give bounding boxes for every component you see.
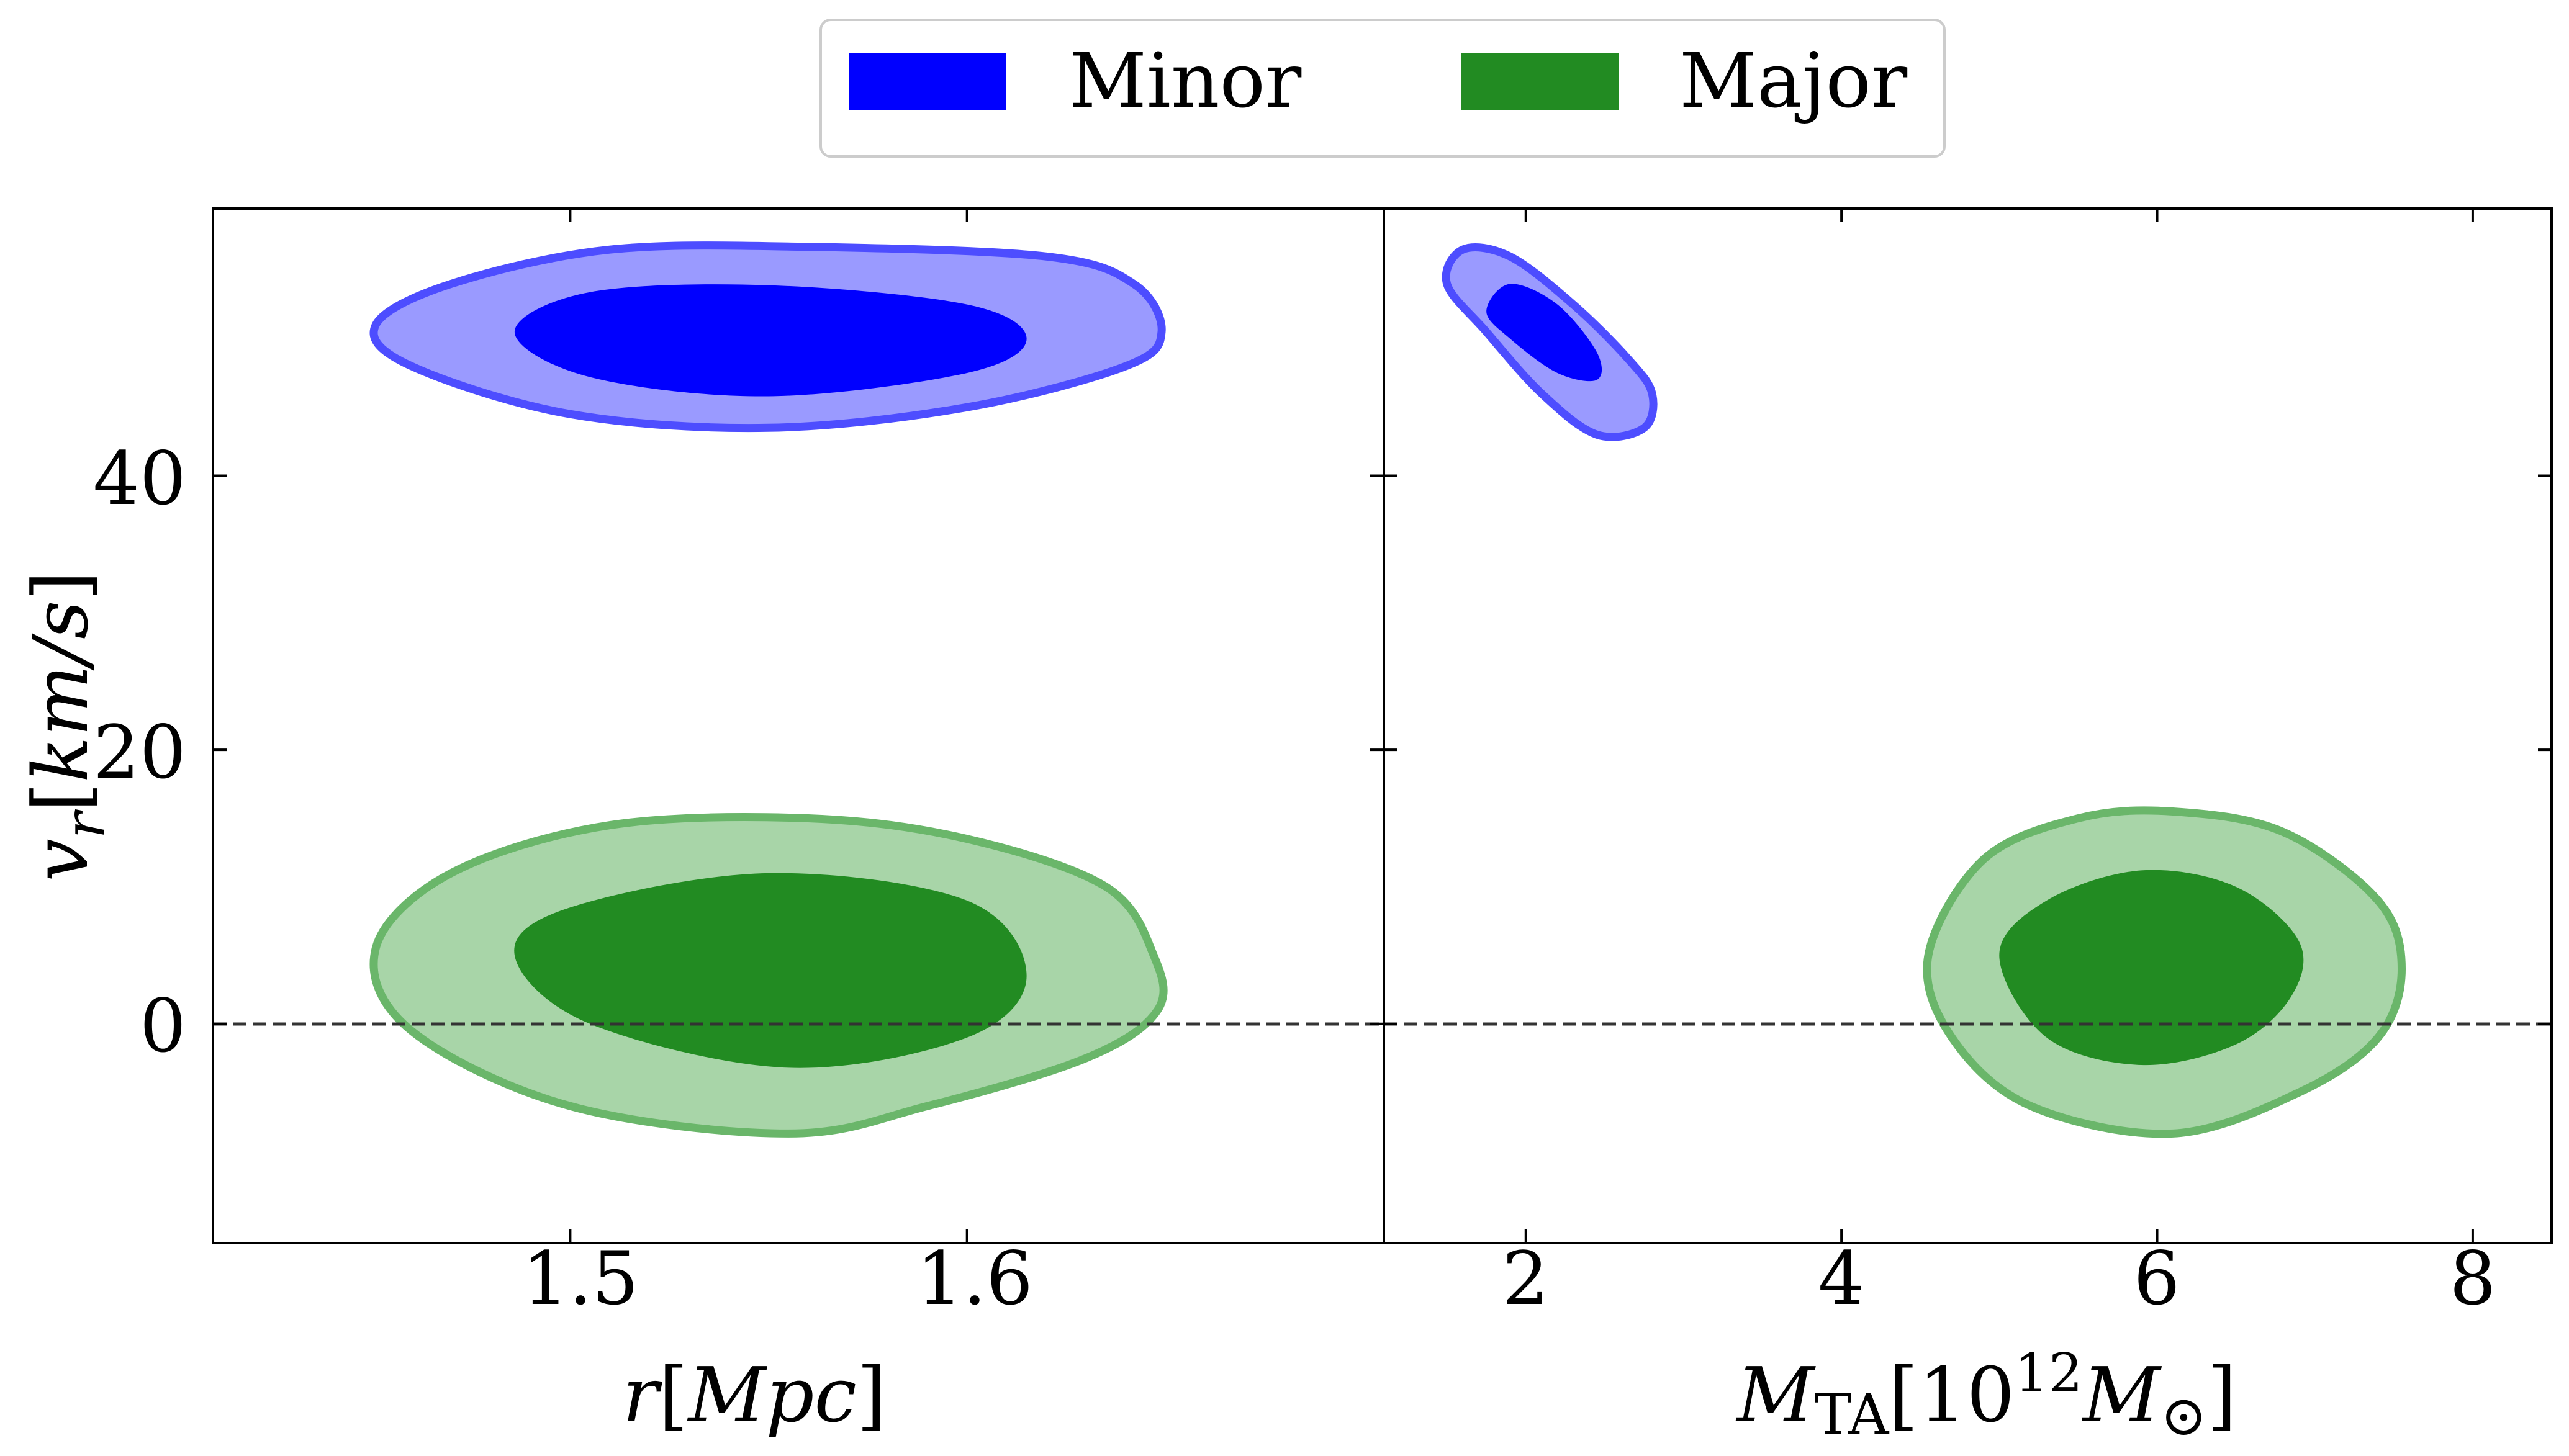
right-xtick-label-6: 6 [2133,1236,2180,1321]
right-plot-area [1442,243,2406,1138]
right-major-inner-contour [1999,870,2304,1066]
left-xtick-label-1.5: 1.5 [522,1236,639,1321]
right-axes-frame [1383,207,2553,1244]
right-minor-inner-contour [1486,284,1602,382]
left-plot-area [369,241,1168,1138]
legend-swatch-major [1461,53,1619,110]
right-xtick-label-4: 4 [1818,1236,1864,1321]
legend-label-major: Major [1679,37,1908,125]
left-major-inner-contour [514,873,1027,1068]
left-panel: 1.5 1.6 0 20 40 r[Mpc] vr[km/s] [17,207,1385,1439]
legend-swatch-minor [849,53,1006,110]
left-xtick-label-1.6: 1.6 [916,1236,1033,1321]
y-tick-label-40: 40 [93,436,186,521]
right-ticks [1384,209,2552,1243]
left-minor-inner-contour [514,284,1027,397]
legend-label-minor: Minor [1069,37,1302,125]
legend-frame [819,19,1946,158]
right-xtick-label-8: 8 [2449,1236,2496,1321]
y-tick-label-0: 0 [140,983,186,1069]
y-axis-label: vr[km/s] [17,571,118,882]
legend: Minor Major [819,19,1946,158]
right-panel: 2 4 6 8 MTA[1012M⊙] [1383,207,2553,1449]
y-tick-label-20: 20 [93,709,186,795]
right-x-axis-label: MTA[1012M⊙] [1735,1342,2236,1449]
right-xtick-label-2: 2 [1502,1236,1548,1321]
left-ticks [213,209,1384,1243]
left-x-axis-label: r[Mpc] [623,1351,887,1439]
